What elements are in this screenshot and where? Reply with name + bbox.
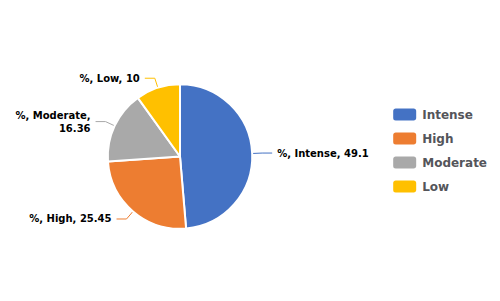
svg-text:16.36: 16.36 bbox=[59, 123, 91, 134]
svg-text:Low: Low bbox=[422, 180, 449, 194]
svg-text:High: High bbox=[422, 132, 453, 146]
svg-text:%, Intense, 49.1: %, Intense, 49.1 bbox=[277, 148, 369, 159]
svg-text:%, Low, 10: %, Low, 10 bbox=[79, 73, 139, 84]
svg-text:Intense: Intense bbox=[422, 108, 473, 122]
svg-text:Moderate: Moderate bbox=[422, 156, 487, 170]
svg-text:%, Moderate,: %, Moderate, bbox=[15, 110, 90, 121]
svg-text:%, High, 25.45: %, High, 25.45 bbox=[29, 213, 111, 224]
